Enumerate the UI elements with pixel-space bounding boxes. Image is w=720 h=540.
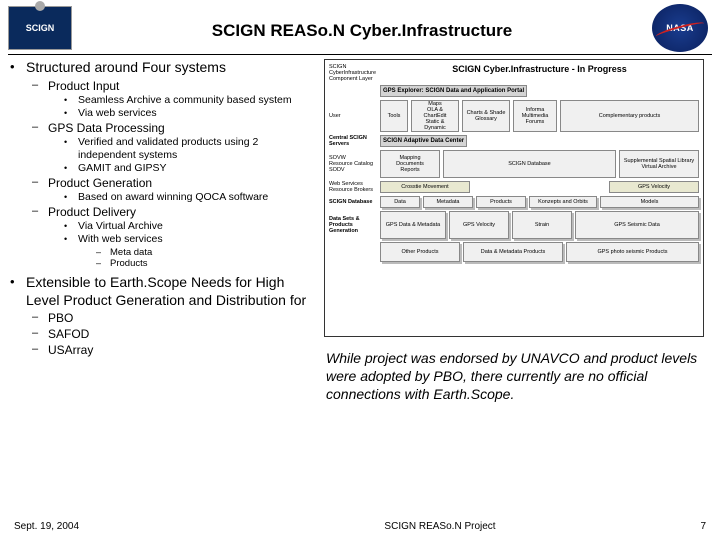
diagram-box: Central SCIGN Servers	[329, 135, 377, 147]
sub2-bullet: •Based on award winning QOCA software	[64, 191, 318, 204]
diagram-box: GPS Seismic Data	[575, 211, 699, 239]
diagram-box: Complementary products	[560, 100, 699, 132]
slide-content: • Structured around Four systems –Produc…	[0, 59, 720, 404]
sub2-bullet: •GAMIT and GIPSY	[64, 162, 318, 175]
diagram-box: GPS Velocity	[609, 181, 699, 193]
diagram-box: Data	[380, 196, 420, 208]
diagram-box: InformaMultimediaForums	[513, 100, 557, 132]
bullet-text: Extensible to Earth.Scope Needs for High…	[26, 274, 318, 309]
diagram-box: Metadata	[423, 196, 473, 208]
scign-logo-text: SCIGN	[26, 23, 55, 33]
footer-project: SCIGN REASo.N Project	[214, 521, 666, 532]
footer-date: Sept. 19, 2004	[14, 521, 214, 532]
bullet-main-1: • Structured around Four systems	[8, 59, 318, 77]
sub2-bullet: •Seamless Archive a community based syst…	[64, 94, 318, 107]
sub2-bullet: •Via web services	[64, 107, 318, 120]
diagram-box: GPS Data & Metadata	[380, 211, 446, 239]
header-divider	[8, 54, 712, 55]
diagram-box: Crosstie Movement	[380, 181, 470, 193]
footer-page-number: 7	[666, 521, 706, 532]
sub-bullet: –GPS Data Processing	[32, 121, 318, 136]
diagram-box: Other Products	[380, 242, 460, 262]
bullet-dot: •	[8, 59, 26, 77]
diagram-box: SOVWResource CatalogSODV	[329, 150, 377, 178]
nasa-logo: NASA	[652, 4, 708, 52]
sub-bullet: –Product Delivery	[32, 205, 318, 220]
sub-bullet: –Product Generation	[32, 176, 318, 191]
sub-bullet: –PBO	[32, 311, 318, 326]
bullet-dot: •	[8, 274, 26, 309]
diagram-box: Tools	[380, 100, 408, 132]
diagram-left-label: SCIGN CyberInfrastructure Component Laye…	[329, 64, 377, 82]
diagram-bar: SCIGN Adaptive Data Center	[380, 135, 467, 147]
diagram-box: MapsOLA & ChartEditStatic & Dynamic	[411, 100, 459, 132]
sub2-bullet: •Via Virtual Archive	[64, 220, 318, 233]
diagram-title: SCIGN Cyber.Infrastructure - In Progress	[380, 64, 699, 80]
diagram-box: Strain	[512, 211, 572, 239]
diagram-bar: GPS Explorer: SCIGN Data and Application…	[380, 85, 527, 97]
diagram-box: SCIGN Database	[443, 150, 616, 178]
sub2-bullet: •With web services	[64, 233, 318, 246]
diagram-box: SCIGN Database	[329, 196, 377, 208]
architecture-diagram: SCIGN CyberInfrastructure Component Laye…	[324, 59, 704, 337]
diagram-box: Data Sets & Products Generation	[329, 211, 377, 239]
diagram-box: MappingDocumentsReports	[380, 150, 440, 178]
right-column: SCIGN CyberInfrastructure Component Laye…	[324, 59, 712, 404]
diagram-box: User	[329, 100, 377, 132]
diagram-box: Supplemental Spatial LibraryVirtual Arch…	[619, 150, 699, 178]
diagram-box: GPS photo seismic Products	[566, 242, 699, 262]
diagram-box: Data & Metadata Products	[463, 242, 563, 262]
sub3-bullet: –Meta data	[96, 247, 318, 259]
bullet-main-2: • Extensible to Earth.Scope Needs for Hi…	[8, 274, 318, 309]
nasa-logo-text: NASA	[666, 23, 694, 33]
sub-bullet: –Product Input	[32, 79, 318, 94]
sub3-bullet: –Products	[96, 258, 318, 270]
diagram-box: Web ServicesResource Brokers	[329, 181, 377, 193]
scign-logo: SCIGN	[8, 6, 72, 50]
slide-header: SCIGN SCIGN REASo.N Cyber.Infrastructure…	[0, 0, 720, 54]
bullet-column: • Structured around Four systems –Produc…	[8, 59, 318, 404]
slide-footer: Sept. 19, 2004 SCIGN REASo.N Project 7	[0, 521, 720, 532]
diagram-box: Charts & ShadeGlossary	[462, 100, 510, 132]
sub-bullet: –USArray	[32, 343, 318, 358]
sub2-bullet: •Verified and validated products using 2…	[64, 136, 318, 162]
diagram-box: GPS Velocity	[449, 211, 509, 239]
diagram-box: Products	[476, 196, 526, 208]
bullet-text: Structured around Four systems	[26, 59, 318, 77]
diagram-box: Konzepts and Orbits	[529, 196, 597, 208]
sub-bullet: –SAFOD	[32, 327, 318, 342]
diagram-box: Models	[600, 196, 699, 208]
endorsement-note: While project was endorsed by UNAVCO and…	[324, 337, 712, 404]
slide-title: SCIGN REASo.N Cyber.Infrastructure	[72, 15, 652, 41]
